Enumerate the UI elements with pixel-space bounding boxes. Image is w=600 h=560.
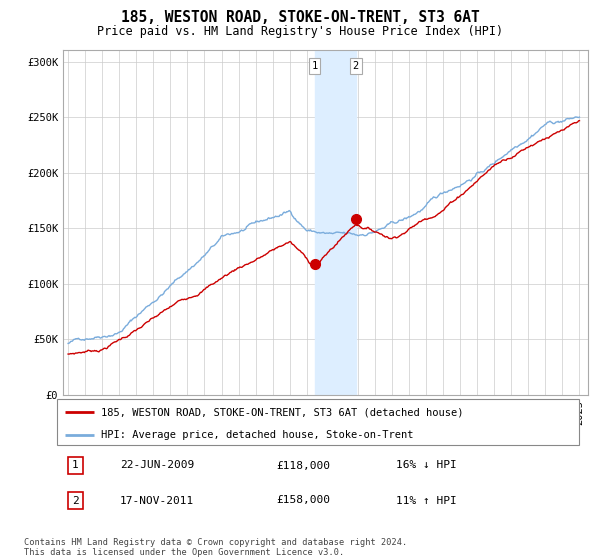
Text: 185, WESTON ROAD, STOKE-ON-TRENT, ST3 6AT (detached house): 185, WESTON ROAD, STOKE-ON-TRENT, ST3 6A… bbox=[101, 407, 464, 417]
Text: 2: 2 bbox=[72, 496, 79, 506]
Text: 185, WESTON ROAD, STOKE-ON-TRENT, ST3 6AT: 185, WESTON ROAD, STOKE-ON-TRENT, ST3 6A… bbox=[121, 10, 479, 25]
Text: Price paid vs. HM Land Registry's House Price Index (HPI): Price paid vs. HM Land Registry's House … bbox=[97, 25, 503, 38]
Text: £158,000: £158,000 bbox=[276, 496, 330, 506]
Bar bbox=[315, 50, 356, 395]
Text: HPI: Average price, detached house, Stoke-on-Trent: HPI: Average price, detached house, Stok… bbox=[101, 430, 414, 440]
Text: Contains HM Land Registry data © Crown copyright and database right 2024.
This d: Contains HM Land Registry data © Crown c… bbox=[24, 538, 407, 557]
Text: 11% ↑ HPI: 11% ↑ HPI bbox=[397, 496, 457, 506]
Text: 1: 1 bbox=[72, 460, 79, 470]
Text: 2: 2 bbox=[353, 61, 359, 71]
FancyBboxPatch shape bbox=[57, 399, 579, 445]
Text: £118,000: £118,000 bbox=[276, 460, 330, 470]
Text: 16% ↓ HPI: 16% ↓ HPI bbox=[397, 460, 457, 470]
Text: 17-NOV-2011: 17-NOV-2011 bbox=[119, 496, 194, 506]
Text: 22-JUN-2009: 22-JUN-2009 bbox=[119, 460, 194, 470]
Text: 1: 1 bbox=[311, 61, 318, 71]
